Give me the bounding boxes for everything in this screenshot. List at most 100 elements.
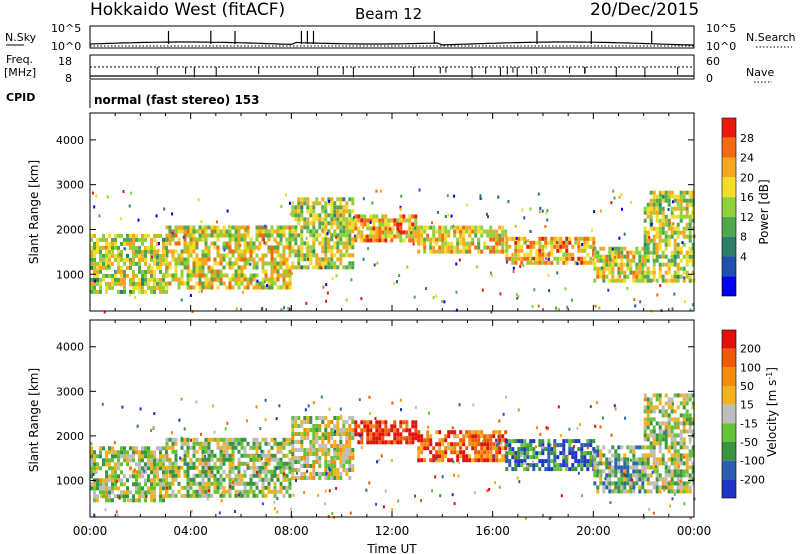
heatmap-cell [641, 254, 645, 259]
heatmap-cell [300, 253, 304, 258]
heatmap-cell [168, 469, 172, 474]
heatmap-scatter [557, 307, 560, 311]
heatmap-cell [652, 445, 656, 450]
heatmap-cell [520, 451, 524, 456]
heatmap-cell [450, 245, 454, 250]
heatmap-cell [99, 454, 102, 459]
heatmap-scatter [139, 407, 142, 411]
colorbar-tick-label: -100 [740, 455, 765, 468]
heatmap-scatter [452, 460, 455, 464]
heatmap-cell [324, 233, 328, 238]
heatmap-cell [641, 481, 645, 486]
heatmap-scatter [92, 473, 95, 476]
heatmap-cell [444, 450, 448, 455]
heatmap-cell [652, 409, 656, 414]
heatmap-cell [216, 489, 220, 494]
heatmap-cell [682, 266, 686, 271]
heatmap-scatter [516, 293, 518, 296]
heatmap-cell [673, 274, 677, 279]
heatmap-cell [641, 274, 645, 279]
heatmap-cell [255, 225, 259, 230]
heatmap-cell [641, 461, 645, 466]
heatmap-cell [264, 461, 268, 466]
heatmap-cell [655, 481, 659, 486]
heatmap-cell [339, 217, 343, 222]
heatmap-cell [471, 430, 475, 435]
heatmap-cell [646, 242, 650, 247]
heatmap-cell [264, 437, 268, 442]
heatmap-cell [213, 461, 217, 466]
heatmap-cell [144, 281, 147, 286]
heatmap-cell [180, 445, 184, 450]
heatmap-cell [658, 210, 662, 215]
heatmap-cell [605, 465, 609, 470]
heatmap-cell [614, 246, 618, 251]
heatmap-cell [207, 245, 211, 250]
heatmap-cell [291, 209, 295, 214]
heatmap-cell [682, 230, 686, 235]
heatmap-cell [186, 249, 190, 254]
heatmap-scatter [531, 257, 534, 261]
heatmap-cell [177, 225, 181, 230]
heatmap-cell [483, 450, 487, 455]
heatmap-cell [611, 453, 615, 458]
heatmap-scatter [392, 227, 395, 231]
heatmap-cell [147, 265, 150, 270]
heatmap-cell [213, 261, 217, 266]
heatmap-cell [646, 409, 650, 414]
heatmap-cell [312, 245, 316, 250]
heatmap-cell [330, 261, 334, 266]
heatmap-cell [303, 476, 307, 480]
heatmap-cell [673, 194, 677, 199]
heatmap-scatter [335, 235, 338, 239]
heatmap-scatter [498, 419, 501, 423]
heatmap-scatter [441, 475, 444, 479]
heatmap-cell [324, 428, 328, 432]
heatmap-cell [611, 254, 615, 259]
heatmap-cell [267, 441, 271, 446]
heatmap-cell [658, 393, 662, 398]
heatmap-cell [450, 241, 454, 246]
heatmap-cell [620, 258, 624, 263]
heatmap-cell [192, 437, 196, 442]
heatmap-cell [192, 233, 196, 238]
heatmap-cell [153, 237, 156, 242]
heatmap-cell [222, 453, 226, 458]
heatmap-cell [649, 397, 653, 402]
heatmap-cell [577, 256, 581, 261]
heatmap-cell [501, 438, 505, 443]
heatmap-scatter [594, 304, 597, 308]
heatmap-cell [623, 469, 627, 474]
heatmap-cell [234, 481, 238, 486]
heatmap-cell [643, 206, 647, 211]
heatmap-cell [228, 249, 232, 254]
heatmap-cell [688, 234, 692, 239]
heatmap-cell [638, 250, 642, 255]
heatmap-scatter [153, 425, 156, 429]
heatmap-cell [327, 245, 331, 250]
heatmap-cell [369, 214, 373, 219]
heatmap-cell [342, 444, 346, 448]
heatmap-cell [532, 256, 536, 261]
heatmap-cell [135, 450, 138, 455]
heatmap-cell [408, 238, 412, 243]
heatmap-cell [312, 265, 316, 270]
heatmap-scatter [549, 443, 552, 447]
heatmap-scatter [118, 252, 121, 256]
heatmap-cell [273, 257, 277, 262]
heatmap-cell [480, 430, 484, 435]
heatmap-cell [592, 447, 596, 452]
heatmap-scatter [560, 434, 562, 437]
heatmap-cell [390, 440, 394, 445]
heatmap-cell [646, 230, 650, 235]
heatmap-cell [315, 253, 319, 258]
heatmap-cell [327, 261, 331, 266]
heatmap-cell [351, 464, 355, 468]
heatmap-cell [559, 236, 563, 241]
heatmap-cell [571, 463, 575, 468]
heatmap-scatter [325, 283, 328, 287]
heatmap-cell [282, 437, 286, 442]
heatmap-cell [489, 245, 493, 250]
heatmap-cell [611, 250, 615, 255]
heatmap-cell [378, 218, 382, 223]
